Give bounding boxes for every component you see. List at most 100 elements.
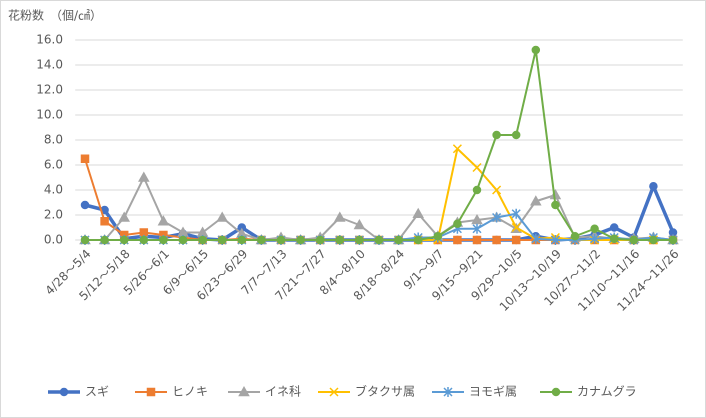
- marker: [492, 212, 502, 223]
- marker: [138, 171, 150, 182]
- marker: [453, 219, 462, 228]
- marker-shape: [609, 223, 619, 232]
- marker: [334, 211, 346, 222]
- marker: [413, 235, 423, 245]
- marker-shape: [551, 200, 560, 210]
- marker-shape: [146, 387, 156, 397]
- marker: [472, 162, 482, 173]
- marker-shape: [374, 235, 384, 245]
- marker-shape: [530, 195, 542, 206]
- marker: [315, 235, 325, 245]
- marker: [257, 235, 266, 245]
- marker: [472, 185, 482, 195]
- marker-shape: [100, 217, 109, 226]
- marker-shape: [492, 185, 502, 195]
- marker-shape: [433, 232, 443, 241]
- marker-shape: [649, 235, 658, 245]
- marker: [443, 387, 453, 397]
- marker-shape: [531, 45, 541, 55]
- marker: [453, 235, 462, 245]
- marker-shape: [551, 387, 561, 397]
- marker: [394, 235, 403, 245]
- marker-shape: [443, 387, 453, 397]
- marker: [511, 130, 521, 140]
- marker-shape: [511, 222, 521, 233]
- marker: [237, 235, 247, 245]
- marker-shape: [511, 235, 521, 245]
- marker-shape: [276, 235, 286, 245]
- marker-shape: [394, 235, 403, 245]
- marker-shape: [216, 211, 228, 222]
- marker: [531, 233, 541, 244]
- marker: [590, 224, 599, 233]
- legend-label: カナムグラ: [577, 385, 637, 399]
- marker-shape: [80, 235, 90, 245]
- marker: [80, 200, 90, 210]
- marker: [590, 233, 600, 244]
- marker-shape: [237, 235, 247, 245]
- marker: [668, 235, 678, 245]
- marker: [629, 235, 639, 245]
- marker: [146, 387, 156, 397]
- marker-shape: [296, 235, 305, 245]
- marker: [511, 222, 521, 233]
- marker: [492, 185, 502, 195]
- marker-shape: [315, 235, 325, 245]
- legend-label: イネ科: [265, 385, 301, 399]
- marker-shape: [412, 207, 424, 218]
- marker-shape: [119, 235, 129, 245]
- marker-shape: [590, 233, 600, 244]
- marker: [472, 223, 482, 234]
- marker-shape: [355, 235, 364, 245]
- marker: [551, 200, 560, 210]
- marker-shape: [217, 235, 227, 245]
- marker: [355, 235, 364, 245]
- y-tick-label: 16.0: [36, 33, 63, 47]
- marker: [80, 235, 90, 245]
- y-tick-label: 10.0: [36, 108, 63, 122]
- marker-shape: [492, 130, 501, 140]
- marker-shape: [178, 235, 188, 245]
- marker: [551, 387, 561, 397]
- marker-shape: [198, 235, 207, 245]
- marker: [198, 235, 207, 245]
- marker: [492, 130, 501, 140]
- marker: [139, 235, 149, 245]
- marker: [100, 235, 109, 245]
- marker: [217, 235, 227, 245]
- marker-shape: [100, 235, 109, 245]
- marker: [412, 207, 424, 218]
- marker: [649, 235, 658, 245]
- marker-shape: [139, 235, 149, 245]
- marker-shape: [668, 235, 678, 245]
- marker: [118, 211, 130, 222]
- marker-shape: [511, 208, 521, 219]
- legend-label: スギ: [85, 385, 109, 399]
- marker-shape: [453, 235, 462, 245]
- marker-shape: [590, 224, 599, 233]
- marker-shape: [238, 385, 250, 397]
- marker: [471, 213, 483, 225]
- marker: [335, 235, 345, 245]
- legend-label: ブタクサ属: [355, 384, 415, 399]
- marker-shape: [59, 387, 69, 397]
- marker-shape: [629, 235, 639, 245]
- marker: [119, 235, 129, 245]
- y-tick-label: 8.0: [44, 133, 63, 147]
- marker: [216, 211, 228, 222]
- marker-shape: [80, 154, 90, 163]
- marker-shape: [453, 219, 462, 228]
- marker-shape: [570, 232, 580, 241]
- marker: [159, 235, 168, 245]
- marker: [329, 387, 339, 397]
- marker: [531, 45, 541, 55]
- marker: [570, 232, 580, 241]
- marker-shape: [413, 235, 423, 245]
- marker: [178, 235, 188, 245]
- chart-title: 花粉数 （個/㎠）: [8, 8, 102, 23]
- marker: [276, 235, 286, 245]
- marker: [238, 385, 250, 397]
- y-tick-label: 14.0: [36, 58, 63, 72]
- marker-shape: [157, 215, 170, 226]
